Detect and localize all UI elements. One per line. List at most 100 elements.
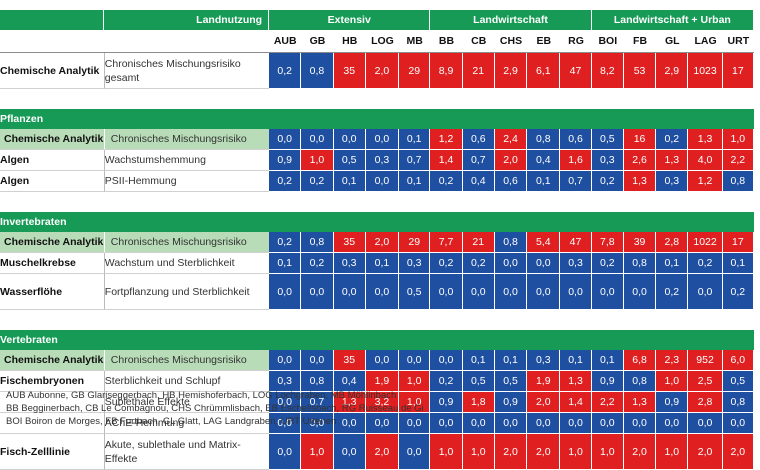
value-cell: 6,1 <box>527 53 561 89</box>
value-cell: 0,0 <box>301 350 334 371</box>
value-cell: 1,0 <box>722 129 754 150</box>
value-cell: 0,0 <box>688 274 723 310</box>
value-cell: 0,0 <box>399 413 431 434</box>
code-header-row: AUB GB HB LOG MB BB CB CHS EB RG BOI FB GL LAG URT <box>0 30 754 53</box>
row-description: Chronisches Mischungsrisiko <box>103 129 270 150</box>
value-cell: 0,0 <box>527 253 561 274</box>
value-cell: 1,8 <box>462 392 495 413</box>
value-cell: 2,0 <box>722 434 754 470</box>
row-label <box>0 392 104 413</box>
row-label <box>0 413 104 434</box>
site-code: BOI <box>591 30 624 53</box>
value-cell: 2,4 <box>494 129 528 150</box>
value-cell: 16 <box>623 129 657 150</box>
value-cell: 0,0 <box>365 350 400 371</box>
value-cell: 2,9 <box>656 53 689 89</box>
value-cell: 2,5 <box>688 371 723 392</box>
value-cell: 0,3 <box>591 150 624 171</box>
table-row: Muschelkrebse Wachstum und Sterblichkeit 0… <box>0 253 754 274</box>
site-code: EB <box>527 30 561 53</box>
value-cell: 0,0 <box>333 274 366 310</box>
value-cell: 0,8 <box>623 371 657 392</box>
section-title: Pflanzen <box>0 109 754 129</box>
row-description: Fortpflanzung und Sterblichkeit <box>103 274 270 310</box>
value-cell: 2,8 <box>656 232 689 253</box>
value-cell: 0,8 <box>722 392 754 413</box>
value-cell: 0,0 <box>269 392 302 413</box>
value-cell: 0,7 <box>399 150 431 171</box>
value-cell: 2,0 <box>365 232 400 253</box>
value-cell: 0,3 <box>269 371 302 392</box>
value-cell: 1,0 <box>301 434 334 470</box>
table-row: Algen Wachstumshemmung 0,9 1,0 0,5 0,3 0,7 1,4 0… <box>0 150 754 171</box>
value-cell: 0,3 <box>560 253 592 274</box>
value-cell: 21 <box>462 232 495 253</box>
value-cell: 1,0 <box>656 371 689 392</box>
table-row: Fisch-Zelllinie Akute, sublethale und Mat… <box>0 434 754 470</box>
value-cell: 0,2 <box>269 171 302 192</box>
value-cell: 0,5 <box>399 274 431 310</box>
value-cell: 0,7 <box>560 171 592 192</box>
value-cell: 1,2 <box>688 171 723 192</box>
row-description: Sterblichkeit und Schlupf <box>103 371 270 392</box>
value-cell: 3,2 <box>365 392 400 413</box>
value-cell: 35 <box>333 350 366 371</box>
value-cell: 0,0 <box>430 413 463 434</box>
value-cell: 0,0 <box>301 413 334 434</box>
value-cell: 0,0 <box>269 129 302 150</box>
value-cell: 0,0 <box>301 129 334 150</box>
value-cell: 2,0 <box>365 434 400 470</box>
value-cell: 0,5 <box>722 371 754 392</box>
value-cell: 0,0 <box>560 413 592 434</box>
value-cell: 0,9 <box>494 392 528 413</box>
value-cell: 0,4 <box>462 171 495 192</box>
value-cell: 0,0 <box>333 434 366 470</box>
risk-table: Landnutzung Extensiv Landwirtschaft Landwir… <box>0 10 754 470</box>
value-cell: 0,0 <box>722 413 754 434</box>
group-header-row: Landnutzung Extensiv Landwirtschaft Landwir… <box>0 10 754 30</box>
value-cell: 2,0 <box>494 434 528 470</box>
value-cell: 0,0 <box>399 350 431 371</box>
row-description: Chronisches Mischungsrisiko <box>103 350 270 371</box>
value-cell: 0,0 <box>269 350 302 371</box>
table-row: Fischembryonen Sterblichkeit und Schlupf 0… <box>0 371 754 392</box>
value-cell: 0,8 <box>301 371 334 392</box>
value-cell: 0,9 <box>656 392 689 413</box>
row-label: Fischembryonen <box>0 371 104 392</box>
value-cell: 0,1 <box>527 171 561 192</box>
value-cell: 0,2 <box>269 53 302 89</box>
value-cell: 4,0 <box>688 150 723 171</box>
row-description: Wachstumshemmung <box>103 150 270 171</box>
value-cell: 1,9 <box>527 371 561 392</box>
value-cell: 0,0 <box>430 274 463 310</box>
value-cell: 1,0 <box>301 150 334 171</box>
blank-cell <box>0 10 104 30</box>
value-cell: 0,1 <box>560 350 592 371</box>
value-cell: 1,3 <box>656 150 689 171</box>
value-cell: 1022 <box>688 232 723 253</box>
row-description: Sublethale Effekte <box>103 392 270 413</box>
value-cell: 0,8 <box>527 129 561 150</box>
site-code: CB <box>462 30 495 53</box>
value-cell: 1,0 <box>430 434 463 470</box>
section-title: Vertebraten <box>0 330 754 350</box>
table-row: Chemische Analytik Chronisches Mischungsr… <box>0 53 754 89</box>
value-cell: 0,0 <box>656 413 689 434</box>
legend-notes: AUB Aubonne, GB Glariseggerbach, HB Hemi… <box>6 389 424 428</box>
value-cell: 2,0 <box>623 434 657 470</box>
value-cell: 0,1 <box>591 350 624 371</box>
value-cell: 2,2 <box>722 150 754 171</box>
row-label: Chemische Analytik <box>0 232 104 253</box>
value-cell: 2,0 <box>688 434 723 470</box>
value-cell: 0,0 <box>365 274 400 310</box>
value-cell: 0,0 <box>527 274 561 310</box>
row-label: Chemische Analytik <box>0 53 104 89</box>
value-cell: 1,3 <box>560 371 592 392</box>
value-cell: 6,8 <box>623 350 657 371</box>
value-cell: 39 <box>623 232 657 253</box>
site-code: AUB <box>269 30 302 53</box>
value-cell: 17 <box>722 53 754 89</box>
value-cell: 0,2 <box>591 253 624 274</box>
site-code: GL <box>656 30 689 53</box>
value-cell: 35 <box>333 232 366 253</box>
